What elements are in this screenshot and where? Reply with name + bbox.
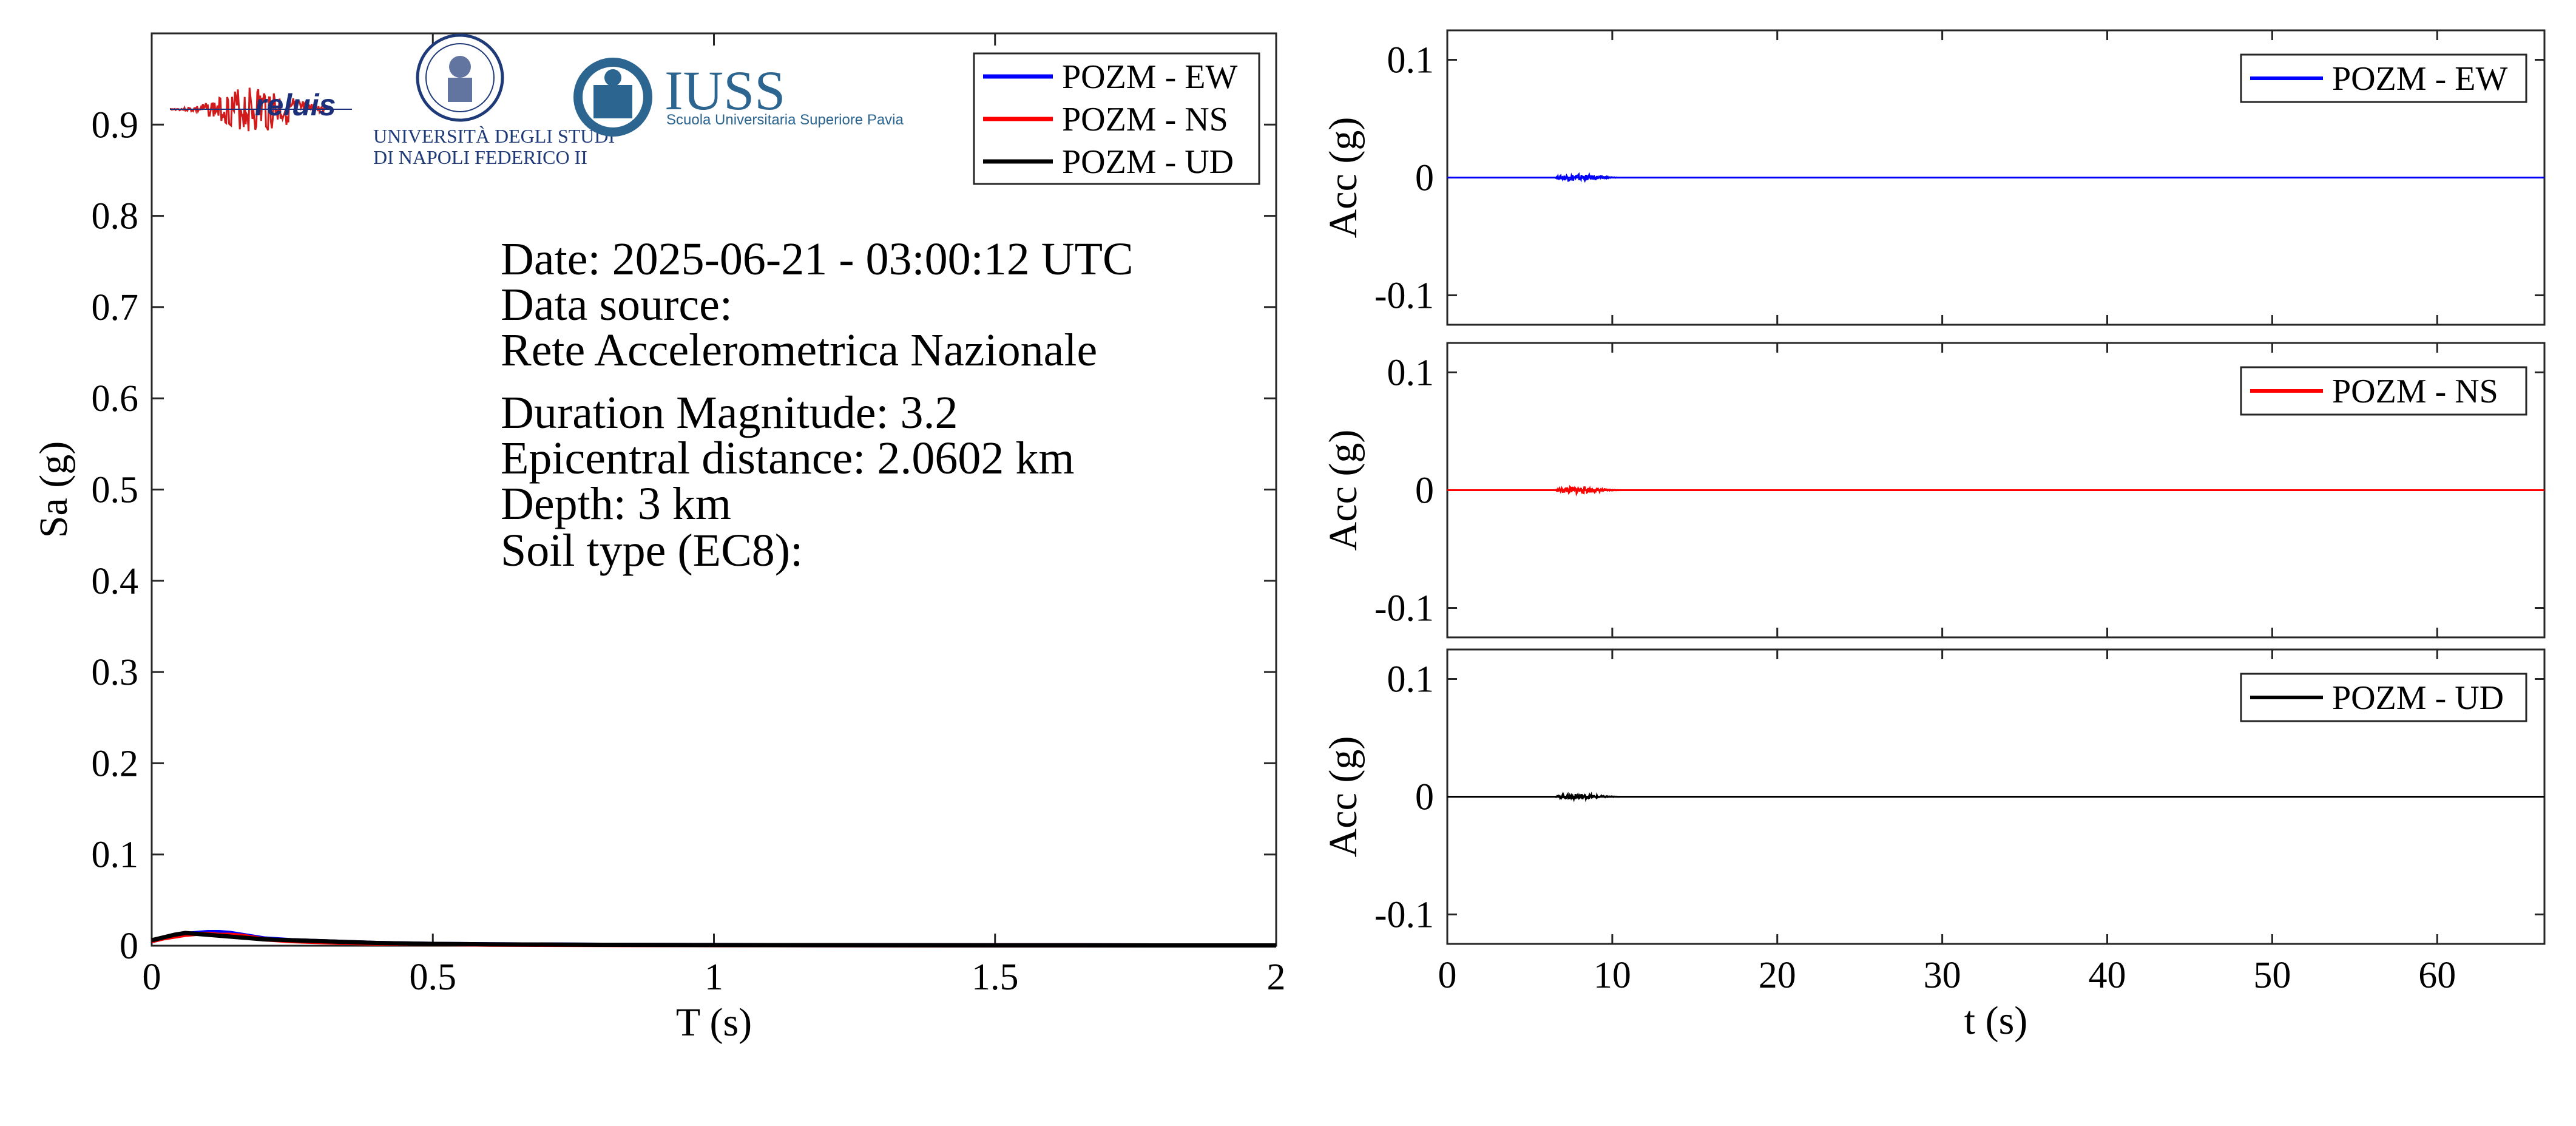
spectrum-panel: 0 0.1 0.2 0.3 0.4 0.5 0.6 0.7 0.8 0.9 0 0.5 1 1.5 2 T (…: [32, 32, 1286, 1045]
y-tick-label: 0.9: [92, 104, 139, 146]
info-distance: Epicentral distance: 2.0602 km: [501, 433, 1075, 484]
x-tick-label: 40: [2089, 955, 2126, 996]
y-tick-label: 0.3: [92, 652, 139, 693]
series-burst: [1554, 791, 1621, 802]
y-tick-label: 0.4: [92, 561, 139, 602]
x-tick-label: 60: [2418, 955, 2456, 996]
x-tick-label: 2: [1267, 957, 1286, 998]
x-tick-label: 1: [705, 957, 723, 998]
series-burst: [1554, 484, 1621, 497]
y-tick-label: 0: [1415, 158, 1434, 199]
x-tick-label: 30: [1924, 955, 1961, 996]
x-tick-label: 50: [2253, 955, 2291, 996]
y-tick-label: 0.5: [92, 470, 139, 511]
reluis-wave-mark: [169, 87, 326, 132]
iuss-logo-subtitle: Scuola Universitaria Superiore Pavia: [666, 112, 904, 128]
series-burst: [1554, 172, 1621, 183]
y-tick-label: 0.2: [92, 743, 139, 784]
y-axis-label: Acc (g): [1321, 736, 1365, 858]
x-tick-label: 1.5: [972, 957, 1019, 998]
y-tick-label: 0: [1415, 777, 1434, 818]
y-tick-label: 0.1: [92, 835, 139, 876]
info-source-name: Rete Accelerometrica Nazionale: [501, 325, 1097, 376]
x-tick-label: 10: [1594, 955, 1631, 996]
legend-entry: POZM - EW: [1062, 58, 1237, 96]
y-axis-label: Acc (g): [1321, 430, 1365, 551]
y-tick-label: 0.6: [92, 378, 139, 419]
y-tick-label: 0: [1415, 470, 1434, 512]
iuss-logo-text: IUSS: [664, 59, 785, 121]
x-axis-label: T (s): [676, 1000, 752, 1045]
reluis-logo: reluis: [169, 87, 352, 132]
legend-entry: POZM - NS: [2332, 373, 2498, 410]
y-tick-label: 0.8: [92, 196, 139, 237]
x-tick-label: 0: [1438, 955, 1457, 996]
y-tick-label: 0.1: [1387, 659, 1435, 700]
legend-entry: POZM - NS: [1062, 101, 1228, 138]
y-tick-label: -0.1: [1374, 276, 1434, 317]
y-tick-label: 0.7: [92, 287, 139, 328]
info-soil: Soil type (EC8):: [501, 525, 803, 576]
y-tick-label: 0.1: [1387, 40, 1435, 81]
y-tick-label: 0.1: [1387, 353, 1435, 394]
y-axis-label: Acc (g): [1321, 117, 1365, 239]
info-depth: Depth: 3 km: [501, 478, 731, 529]
info-magnitude: Duration Magnitude: 3.2: [501, 387, 958, 438]
unina-logo-line1: UNIVERSITÀ DEGLI STUDI: [373, 125, 615, 147]
unina-logo-line2: DI NAPOLI FEDERICO II: [373, 146, 587, 168]
info-source-label: Data source:: [501, 279, 732, 330]
y-axis-label: Sa (g): [32, 441, 76, 538]
y-tick-label: 0: [120, 926, 138, 967]
x-tick-label: 0.5: [410, 957, 457, 998]
y-tick-label: -0.1: [1374, 588, 1434, 629]
x-tick-label: 20: [1759, 955, 1796, 996]
series-line: [151, 931, 1277, 948]
legend-entry: POZM - UD: [1062, 143, 1234, 181]
legend-entry: POZM - UD: [2332, 679, 2504, 717]
acc-ud-panel: 0.10-0.10 10 20 30 40 50 60t (s)Acc (g)POZM - …: [1321, 648, 2546, 1043]
y-tick-label: -0.1: [1374, 895, 1434, 936]
event-info: Date: 2025-06-21 - 03:00:12 UTC Data sou…: [501, 234, 1134, 576]
info-date: Date: 2025-06-21 - 03:00:12 UTC: [501, 234, 1134, 285]
legend-entry: POZM - EW: [2332, 60, 2507, 98]
iuss-logo: IUSS Scuola Universitaria Superiore Pavi…: [573, 58, 904, 137]
x-axis-label: t (s): [1964, 999, 2027, 1043]
unina-logo: UNIVERSITÀ DEGLI STUDI DI NAPOLI FEDERIC…: [373, 33, 615, 168]
reluis-logo-text: reluis: [255, 88, 336, 122]
x-tick-label: 0: [143, 957, 161, 998]
